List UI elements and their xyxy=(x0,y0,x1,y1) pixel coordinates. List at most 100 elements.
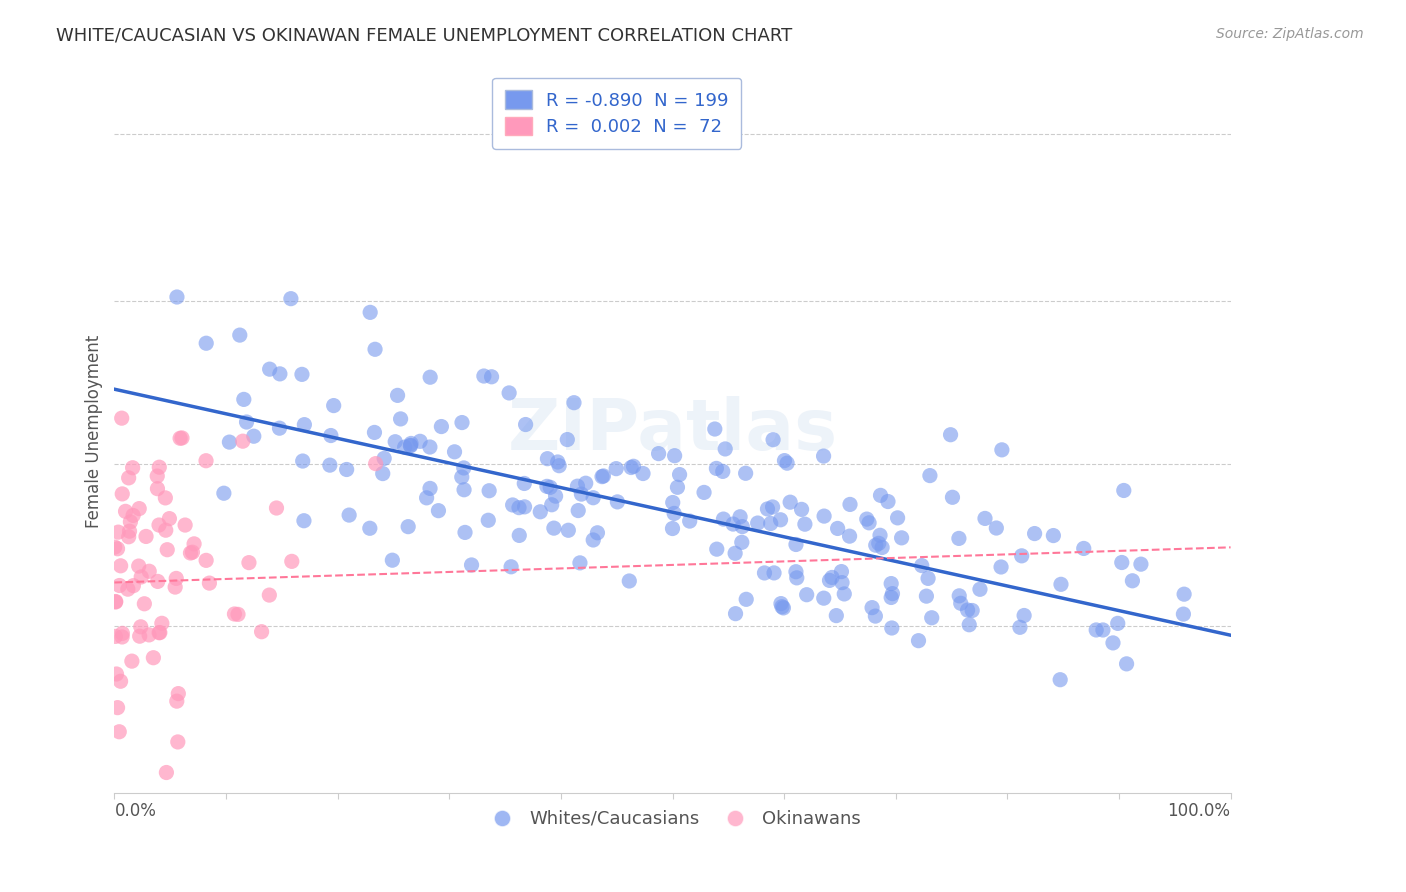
Point xyxy=(183,537,205,551)
Point xyxy=(218,435,240,450)
Point xyxy=(419,482,441,496)
Point xyxy=(107,525,129,540)
Point xyxy=(974,511,997,525)
Point xyxy=(384,434,406,449)
Point xyxy=(839,498,862,512)
Point xyxy=(198,576,221,591)
Point xyxy=(281,554,304,568)
Point xyxy=(105,667,128,681)
Point xyxy=(790,502,813,516)
Point xyxy=(1173,607,1195,621)
Point xyxy=(724,546,747,560)
Point xyxy=(387,388,409,402)
Point xyxy=(714,442,737,456)
Point xyxy=(269,367,291,381)
Point xyxy=(291,368,314,382)
Point xyxy=(128,559,150,574)
Point xyxy=(606,495,628,509)
Point xyxy=(399,438,422,452)
Point xyxy=(759,516,782,531)
Point xyxy=(917,571,939,585)
Point xyxy=(1129,557,1152,571)
Point xyxy=(149,625,172,640)
Point xyxy=(371,467,394,481)
Point xyxy=(450,470,472,484)
Point xyxy=(865,609,887,624)
Point xyxy=(735,592,758,607)
Point xyxy=(170,431,193,445)
Point xyxy=(419,370,441,384)
Point xyxy=(148,460,170,475)
Point xyxy=(129,620,152,634)
Point xyxy=(724,607,747,621)
Point xyxy=(454,525,477,540)
Point xyxy=(477,513,499,527)
Point xyxy=(419,440,441,454)
Point xyxy=(870,541,893,555)
Point xyxy=(373,451,395,466)
Point xyxy=(114,504,136,518)
Point xyxy=(337,508,360,522)
Point xyxy=(575,476,598,491)
Point xyxy=(911,558,934,573)
Point xyxy=(706,542,728,557)
Point xyxy=(664,449,686,463)
Point xyxy=(111,626,134,640)
Point xyxy=(165,580,187,594)
Point xyxy=(769,597,792,611)
Point xyxy=(619,574,641,588)
Point xyxy=(498,386,520,401)
Point xyxy=(855,512,877,526)
Point xyxy=(138,628,160,642)
Point xyxy=(793,517,815,532)
Point xyxy=(389,412,412,426)
Point xyxy=(779,495,801,509)
Point xyxy=(693,485,716,500)
Point xyxy=(668,467,690,482)
Point xyxy=(427,503,450,517)
Point xyxy=(118,471,141,485)
Point xyxy=(1024,526,1046,541)
Point xyxy=(226,607,249,622)
Point xyxy=(939,427,962,442)
Point xyxy=(396,519,419,533)
Point xyxy=(179,546,201,560)
Point xyxy=(869,528,891,542)
Point xyxy=(1049,673,1071,687)
Point xyxy=(138,564,160,578)
Point xyxy=(785,565,807,579)
Point xyxy=(166,735,188,749)
Point xyxy=(118,530,141,544)
Point xyxy=(890,531,912,545)
Point xyxy=(662,507,685,521)
Point xyxy=(1012,608,1035,623)
Point xyxy=(212,486,235,500)
Point xyxy=(548,458,571,473)
Point xyxy=(111,411,134,425)
Point xyxy=(195,454,218,468)
Point xyxy=(567,503,589,517)
Text: 100.0%: 100.0% xyxy=(1167,802,1230,820)
Point xyxy=(110,674,132,689)
Point xyxy=(121,460,143,475)
Point xyxy=(501,559,523,574)
Point xyxy=(266,501,288,516)
Point xyxy=(481,369,503,384)
Point xyxy=(148,625,170,640)
Point xyxy=(756,502,779,516)
Point xyxy=(259,362,281,376)
Point xyxy=(292,417,315,432)
Point xyxy=(165,571,187,585)
Point xyxy=(167,687,190,701)
Point xyxy=(536,479,558,493)
Point xyxy=(544,489,567,503)
Point xyxy=(1073,541,1095,556)
Point xyxy=(960,603,983,617)
Point xyxy=(107,541,129,556)
Point xyxy=(394,440,416,454)
Point xyxy=(882,586,904,600)
Point xyxy=(956,603,979,617)
Point xyxy=(122,579,145,593)
Point xyxy=(232,392,254,407)
Point xyxy=(146,469,169,483)
